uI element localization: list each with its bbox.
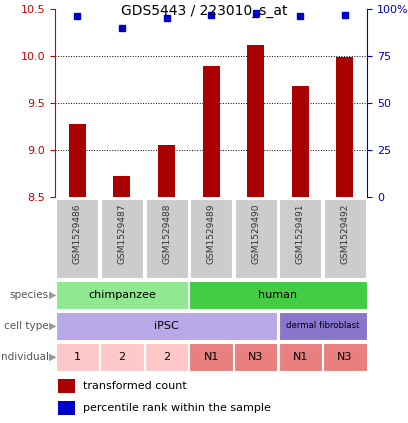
Text: percentile rank within the sample: percentile rank within the sample bbox=[83, 403, 271, 413]
Bar bbox=[189, 281, 366, 309]
Bar bbox=[56, 312, 277, 340]
Bar bbox=[324, 199, 366, 278]
Bar bbox=[113, 176, 131, 197]
Text: 1: 1 bbox=[74, 352, 81, 362]
Text: transformed count: transformed count bbox=[83, 381, 187, 391]
Bar bbox=[56, 281, 188, 309]
Bar bbox=[100, 343, 144, 371]
Text: ▶: ▶ bbox=[49, 290, 57, 300]
Text: N1: N1 bbox=[293, 352, 308, 362]
Text: species: species bbox=[10, 290, 49, 300]
Text: GSM1529486: GSM1529486 bbox=[73, 204, 82, 264]
Bar bbox=[56, 343, 99, 371]
Bar bbox=[279, 199, 322, 278]
Text: cell type: cell type bbox=[4, 321, 49, 331]
Text: N1: N1 bbox=[204, 352, 219, 362]
Text: GSM1529490: GSM1529490 bbox=[251, 204, 260, 264]
Text: GSM1529487: GSM1529487 bbox=[118, 204, 126, 264]
Bar bbox=[145, 343, 188, 371]
Bar bbox=[203, 66, 220, 197]
Bar bbox=[58, 401, 75, 415]
Bar bbox=[323, 343, 366, 371]
Text: ▶: ▶ bbox=[49, 321, 57, 331]
Bar bbox=[279, 343, 322, 371]
Bar bbox=[292, 86, 309, 197]
Text: ▶: ▶ bbox=[49, 352, 57, 362]
Text: GSM1529488: GSM1529488 bbox=[162, 204, 171, 264]
Bar bbox=[69, 124, 86, 197]
Bar bbox=[56, 199, 98, 278]
Text: dermal fibroblast: dermal fibroblast bbox=[286, 321, 359, 330]
Bar bbox=[146, 199, 188, 278]
Bar bbox=[101, 199, 143, 278]
Bar bbox=[337, 57, 353, 197]
Bar bbox=[279, 312, 366, 340]
Text: individual: individual bbox=[0, 352, 49, 362]
Text: GSM1529491: GSM1529491 bbox=[296, 204, 305, 264]
Text: iPSC: iPSC bbox=[154, 321, 179, 331]
Bar bbox=[58, 379, 75, 393]
Bar bbox=[247, 45, 264, 197]
Text: human: human bbox=[258, 290, 297, 300]
Text: GSM1529489: GSM1529489 bbox=[206, 204, 216, 264]
Bar bbox=[158, 146, 175, 197]
Text: GDS5443 / 223010_s_at: GDS5443 / 223010_s_at bbox=[121, 4, 287, 18]
Text: N3: N3 bbox=[248, 352, 264, 362]
Text: chimpanzee: chimpanzee bbox=[88, 290, 156, 300]
Bar bbox=[190, 199, 232, 278]
Text: 2: 2 bbox=[118, 352, 126, 362]
Bar bbox=[189, 343, 233, 371]
Bar bbox=[235, 199, 277, 278]
Text: GSM1529492: GSM1529492 bbox=[340, 204, 349, 264]
Bar bbox=[234, 343, 277, 371]
Text: N3: N3 bbox=[337, 352, 353, 362]
Text: 2: 2 bbox=[163, 352, 170, 362]
